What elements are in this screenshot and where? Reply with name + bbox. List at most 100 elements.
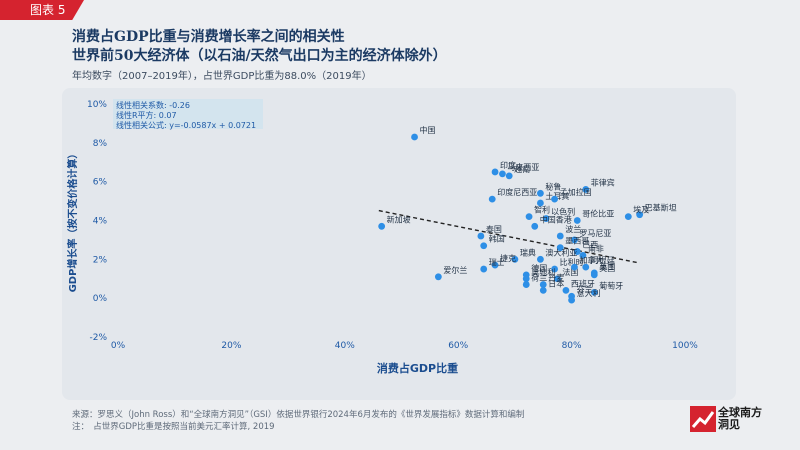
data-point [411,133,418,141]
point-label: 波兰 [565,224,581,234]
stats-correlation: 线性相关系数: -0.26 [116,100,190,110]
data-point [579,252,587,259]
x-tick-label: 40% [335,341,355,351]
point-label: 哥伦比亚 [582,209,614,219]
point-label: 捷克 [500,253,516,263]
point-label: 法国 [562,267,578,277]
point-label: 美国 [599,263,615,273]
data-point [542,215,550,222]
data-point [551,265,558,273]
data-point [568,296,575,304]
data-point [480,265,488,273]
data-point [571,263,578,271]
point-label: 瑞士 [489,257,505,267]
point-label: 意大利 [577,288,601,298]
x-tick-label: 80% [562,341,582,351]
data-point [499,170,506,178]
point-label: 菲律宾 [591,177,615,187]
point-label: 秘鲁 [545,181,561,191]
trend-line [378,209,640,264]
data-point [378,222,386,230]
point-label: 德国 [531,263,547,273]
data-point [525,213,533,221]
figure-tag: 图表 5 [0,0,84,20]
source-note: 来源：罗思义（John Ross）和“全球南方洞见”（GSI）依据世界银行202… [72,410,525,420]
point-label: 孟加拉国 [560,187,592,197]
point-label: 英国 [599,261,615,271]
data-point [590,288,598,296]
point-label: 瑞典 [520,247,536,257]
point-label: 墨西哥 [565,237,589,246]
point-label: 巴基斯坦 [645,203,677,213]
point-label: 印度 [500,160,516,170]
point-label: 中国 [420,125,436,135]
point-label: 新加坡 [387,214,411,224]
point-label: 葡萄牙 [599,280,623,290]
x-tick-label: 100% [672,341,698,351]
y-tick-label: 10% [87,100,107,110]
data-point [522,275,530,283]
data-point [477,232,485,240]
logo-text: 全球南方 洞见 [718,406,762,431]
data-point [582,263,590,271]
data-point [488,195,496,203]
point-label: 丹麦 [548,273,564,283]
point-label: 韩国 [489,234,505,244]
data-point [537,255,544,263]
x-axis-title: 消费占GDP比重 [377,361,458,375]
point-label: 泰国 [486,224,502,234]
data-point [539,281,547,288]
stats-box [113,99,263,129]
data-point [582,186,590,193]
point-label: 日本 [548,278,564,288]
y-tick-label: 8% [93,139,108,149]
point-label: 阿根廷 [591,255,615,265]
point-label: 土耳其 [545,191,569,201]
point-label: 马来西亚 [507,163,539,172]
stats-r-squared: 线性R平方: 0.07 [116,110,177,120]
y-tick-label: -2% [89,333,107,343]
point-label: 以色列 [551,207,575,217]
data-point [571,236,578,244]
y-tick-label: 2% [93,255,108,265]
logo-mark-icon [690,406,716,432]
point-label: 西班牙 [571,278,595,288]
y-tick-label: 4% [93,217,108,227]
point-label: 越南 [514,164,530,174]
y-axis-title: GDP增长率（按不变价格计算） [66,149,79,293]
data-point [551,195,558,203]
data-point [562,287,570,294]
x-tick-label: 60% [448,341,468,351]
data-point [531,222,539,230]
point-label: 爱尔兰 [443,265,467,275]
data-point [573,248,581,255]
data-point [539,287,547,294]
point-label: 中国香港 [540,214,572,224]
point-label: 澳大利亚 [545,247,577,257]
point-label: 加拿大 [579,255,603,265]
data-point [491,168,499,176]
data-point [505,172,513,180]
point-label: 智利 [534,205,550,215]
data-point [590,271,598,279]
data-point [556,244,564,252]
data-point [491,261,499,269]
point-label: 芬兰 [577,284,593,294]
y-tick-label: 6% [93,178,108,188]
data-point [480,242,488,250]
chart-panel [62,88,736,400]
footnote: 注： 占世界GDP比重是按照当前美元汇率计算, 2019 [72,422,275,432]
chart-subtitle: 年均数字（2007–2019年），占世界GDP比重为88.0%（2019年） [72,71,372,82]
data-point [556,232,564,240]
gsi-logo: 全球南方 洞见 [690,406,790,436]
data-point [636,211,644,219]
data-point [522,281,530,288]
x-tick-label: 20% [221,341,241,351]
point-label: 巴西 [582,241,598,250]
data-point [573,217,581,224]
chart-title-line2: 世界前50大经济体（以石油/天然气出口为主的经济体除外） [72,48,447,64]
point-label: 南非 [588,243,604,253]
data-point [624,213,632,221]
point-label: 罗马尼亚 [579,229,611,238]
